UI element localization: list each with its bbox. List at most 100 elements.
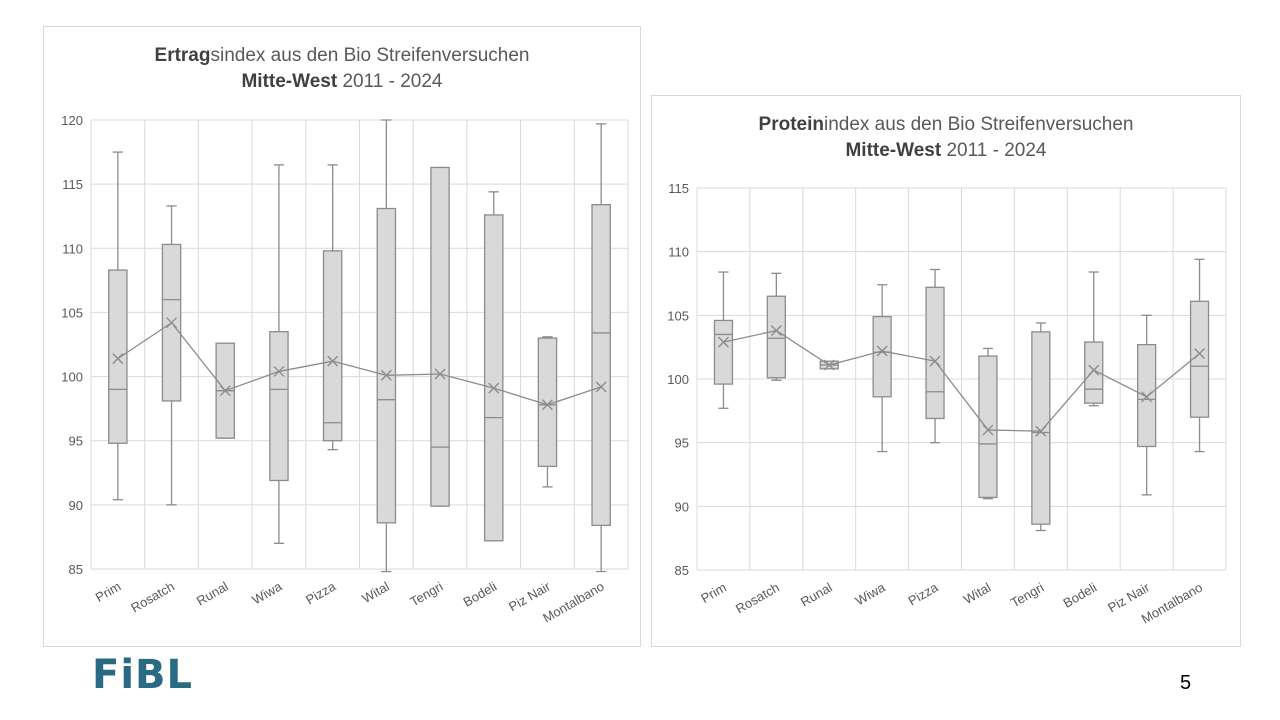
x-category-label: Runal — [798, 580, 835, 610]
box-prim — [713, 271, 734, 409]
y-tick-label: 85 — [69, 562, 83, 577]
box-tengri — [1031, 322, 1051, 532]
x-category-label: Montalbano — [540, 579, 606, 626]
x-category-label: Prim — [93, 579, 124, 605]
iqr-box — [766, 295, 786, 379]
mean-marker — [166, 317, 178, 329]
x-category-label: Wiwa — [249, 578, 285, 607]
x-category-label: Pizza — [303, 578, 339, 607]
chart-title: Ertragsindex aus den Bio Streifenversuch… — [44, 43, 640, 95]
y-tick-label: 120 — [61, 113, 83, 128]
mean-marker — [273, 365, 285, 377]
mean-marker — [219, 385, 231, 397]
x-category-label: Bodeli — [1060, 580, 1099, 611]
box-wital — [376, 119, 397, 573]
box-pizza — [322, 164, 343, 451]
box-wiwa — [269, 164, 289, 544]
iqr-box — [1031, 331, 1051, 525]
iqr-box — [1137, 343, 1157, 448]
iqr-box — [1084, 341, 1104, 404]
fibl-logo: FiBL — [92, 652, 194, 698]
iqr-box — [269, 331, 289, 482]
mean-marker — [112, 353, 124, 365]
y-tick-label: 100 — [667, 372, 689, 387]
mean-marker — [929, 355, 941, 367]
mean-line — [117, 321, 602, 406]
title-rest-part: sindex aus den Bio Streifenversuchen — [210, 45, 530, 66]
y-tick-label: 90 — [675, 499, 689, 514]
mean-marker — [434, 368, 446, 380]
mean-marker — [488, 382, 500, 394]
subtitle-rest-part: 2011 - 2024 — [941, 140, 1047, 161]
box-montalbano — [1189, 258, 1210, 453]
mean-line — [723, 329, 1200, 432]
subtitle-rest-part: 2011 - 2024 — [337, 71, 443, 92]
yield-index-plot: 85 90 95 100 105 110 115 120 Prim Rosatch Runal Wiw… — [61, 113, 629, 626]
y-tick-label: 115 — [668, 181, 689, 196]
box-pizza — [925, 268, 945, 444]
x-category-label: Prim — [698, 580, 729, 606]
x-category-label: Wital — [359, 579, 392, 606]
y-tick-label: 105 — [61, 305, 83, 320]
mean-marker — [327, 355, 339, 367]
iqr-box — [322, 250, 343, 442]
iqr-box — [483, 214, 504, 542]
x-category-label: Wiwa — [853, 579, 889, 608]
subtitle-bold-part: Mitte-West — [845, 140, 942, 161]
x-category-label: Bodeli — [460, 579, 499, 610]
box-bodeli — [483, 191, 504, 542]
mean-marker — [770, 325, 782, 337]
title-bold-part: Ertrag — [154, 45, 211, 66]
iqr-box — [978, 355, 998, 499]
box-piz-nair — [1137, 314, 1157, 496]
box-rosatch — [161, 205, 182, 506]
x-category-label: Rosatch — [733, 580, 782, 617]
iqr-box — [108, 269, 128, 444]
chart-title: Proteinindex aus den Bio Streifenversuch… — [652, 112, 1240, 164]
mean-marker — [1194, 348, 1206, 360]
iqr-box — [591, 204, 611, 527]
x-category-label: Tengri — [407, 579, 445, 610]
box-tengri — [430, 166, 450, 507]
mean-marker — [380, 369, 392, 381]
mean-marker — [717, 336, 729, 348]
box-piz-nair — [537, 336, 558, 488]
iqr-box — [1189, 300, 1210, 418]
title-bold-part: Protein — [758, 114, 824, 135]
box-wital — [978, 347, 998, 500]
mean-marker — [1035, 425, 1047, 437]
yield-index-chart: Ertragsindex aus den Bio Streifenversuch… — [43, 26, 641, 647]
mean-marker — [541, 399, 553, 411]
mean-marker — [1088, 364, 1100, 376]
y-tick-label: 95 — [69, 434, 83, 449]
box-montalbano — [591, 123, 611, 573]
x-category-label: Wital — [961, 580, 994, 607]
iqr-box — [430, 166, 450, 507]
page-number: 5 — [1180, 672, 1192, 694]
y-tick-label: 105 — [667, 308, 689, 323]
x-category-label: Tengri — [1008, 580, 1046, 611]
x-category-label: Rosatch — [128, 579, 177, 616]
y-tick-label: 110 — [668, 245, 689, 260]
title-rest-part: index aus den Bio Streifenversuchen — [823, 114, 1134, 135]
y-tick-label: 100 — [61, 370, 83, 385]
protein-index-plot: 85 90 95 100 105 110 115 Prim Rosatch Runal Wiwa Pi… — [667, 181, 1227, 627]
protein-index-chart: Proteinindex aus den Bio Streifenversuch… — [651, 95, 1241, 647]
mean-marker — [876, 345, 888, 357]
iqr-box — [925, 286, 945, 420]
box-rosatch — [766, 272, 786, 381]
x-category-label: Pizza — [906, 579, 942, 608]
y-tick-label: 110 — [62, 241, 83, 256]
mean-marker — [982, 424, 994, 436]
y-tick-label: 115 — [62, 177, 83, 192]
box-bodeli — [1084, 271, 1104, 407]
iqr-box — [376, 207, 397, 524]
mean-marker — [1141, 391, 1153, 403]
y-tick-label: 95 — [675, 436, 689, 451]
box-wiwa — [872, 284, 892, 453]
iqr-box — [713, 319, 734, 385]
iqr-box — [872, 315, 892, 398]
mean-marker — [595, 381, 607, 393]
mean-marker — [823, 359, 835, 371]
y-tick-label: 85 — [675, 563, 689, 578]
